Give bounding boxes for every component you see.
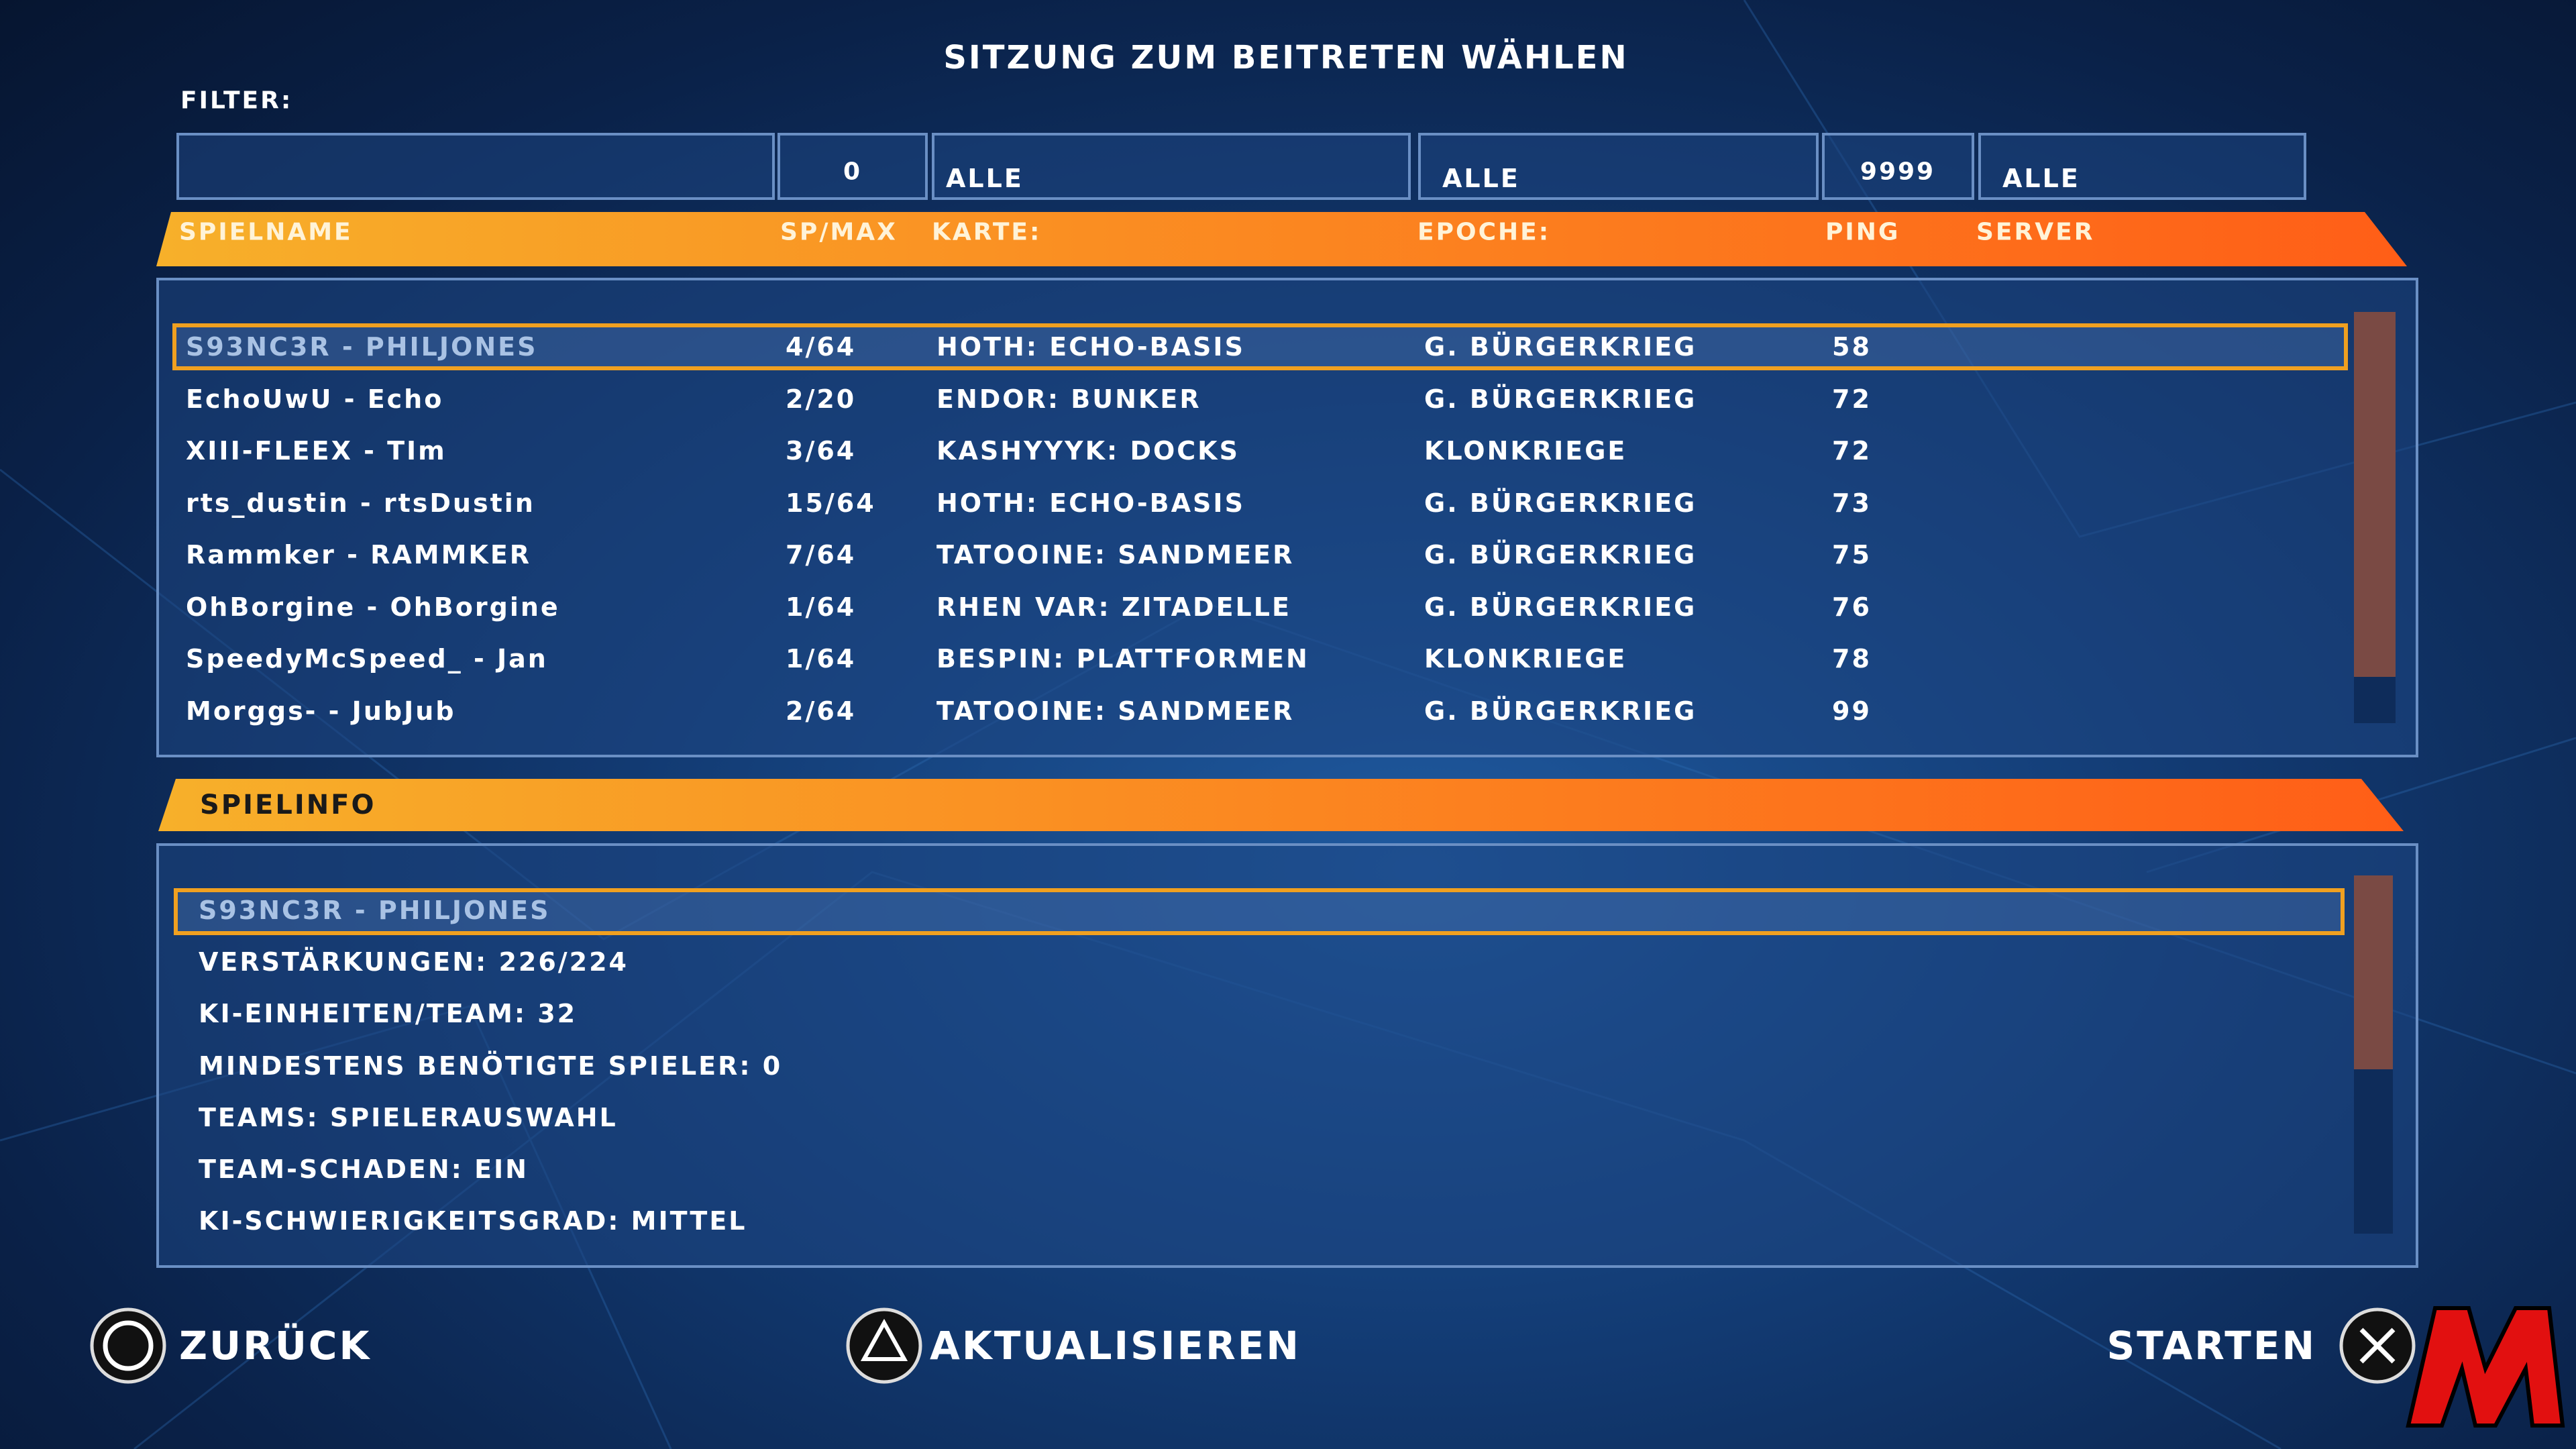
row-cell: 72: [1832, 384, 1872, 414]
row-cell: SpeedyMcSpeed_ - Jan: [186, 644, 548, 674]
info-line: TEAMS: SPIELERAUSWAHL: [199, 1102, 618, 1132]
scrollbar-thumb[interactable]: [2354, 312, 2396, 677]
info-bar: [158, 779, 2404, 831]
row-cell: EchoUwU - Echo: [186, 384, 444, 414]
row-cell: TATOOINE: SANDMEER: [936, 696, 1295, 726]
button-icons: [90, 1307, 2416, 1384]
row-cell: KLONKRIEGE: [1424, 436, 1627, 466]
info-line: KI-EINHEITEN/TEAM: 32: [199, 999, 578, 1029]
row-cell: XIII-FLEEX - TIm: [186, 436, 447, 466]
back-button[interactable]: ZURÜCK: [179, 1323, 372, 1368]
row-cell: 4/64: [786, 332, 857, 362]
row-cell: G. BÜRGERKRIEG: [1424, 592, 1697, 622]
filter-value: ALLE: [1442, 164, 1520, 193]
info-title: SPIELINFO: [200, 790, 376, 820]
filter-box[interactable]: [777, 133, 928, 200]
filter-box[interactable]: [1418, 133, 1819, 200]
row-cell: 73: [1832, 488, 1872, 518]
row-cell: OhBorgine - OhBorgine: [186, 592, 560, 622]
info-line: KI-SCHWIERIGKEITSGRAD: MITTEL: [199, 1206, 747, 1236]
row-cell: HOTH: ECHO-BASIS: [936, 332, 1245, 362]
info-line: MINDESTENS BENÖTIGTE SPIELER: 0: [199, 1051, 783, 1081]
row-cell: HOTH: ECHO-BASIS: [936, 488, 1245, 518]
row-cell: rts_dustin - rtsDustin: [186, 488, 535, 518]
filter-value: 0: [843, 158, 863, 186]
row-cell: 1/64: [786, 592, 857, 622]
row-cell: 75: [1832, 540, 1872, 570]
filter-label: FILTER:: [180, 87, 293, 115]
filter-value: 9999: [1860, 158, 1936, 186]
filter-box[interactable]: [932, 133, 1411, 200]
title: SITZUNG ZUM BEITRETEN WÄHLEN: [943, 39, 1629, 76]
row-cell: 2/20: [786, 384, 857, 414]
row-cell: 58: [1832, 332, 1872, 362]
column-header: SERVER: [1976, 218, 2095, 246]
row-cell: 15/64: [786, 488, 876, 518]
row-cell: TATOOINE: SANDMEER: [936, 540, 1295, 570]
row-cell: ENDOR: BUNKER: [936, 384, 1201, 414]
row-cell: 7/64: [786, 540, 857, 570]
logo: [2406, 1306, 2565, 1428]
selected-info: [174, 888, 2345, 935]
column-header: EPOCHE:: [1417, 218, 1551, 246]
selected-row: [172, 323, 2348, 370]
row-cell: G. BÜRGERKRIEG: [1424, 540, 1697, 570]
row-cell: 72: [1832, 436, 1872, 466]
row-cell: 76: [1832, 592, 1872, 622]
row-cell: G. BÜRGERKRIEG: [1424, 384, 1697, 414]
row-cell: RHEN VAR: ZITADELLE: [936, 592, 1291, 622]
refresh-button[interactable]: AKTUALISIEREN: [930, 1323, 1301, 1368]
row-cell: G. BÜRGERKRIEG: [1424, 696, 1697, 726]
filter-value: ALLE: [946, 164, 1024, 193]
scrollbar-thumb[interactable]: [2354, 875, 2393, 1069]
info-line: TEAM-SCHADEN: EIN: [199, 1155, 529, 1184]
column-header: PING: [1825, 218, 1900, 246]
row-cell: 1/64: [786, 644, 857, 674]
row-cell: S93NC3R - PHILJONES: [186, 332, 538, 362]
row-cell: KASHYYYK: DOCKS: [936, 436, 1240, 466]
row-cell: 99: [1832, 696, 1872, 726]
row-cell: 2/64: [786, 696, 857, 726]
row-cell: KLONKRIEGE: [1424, 644, 1627, 674]
column-header: SP/MAX: [780, 218, 898, 246]
row-cell: Rammker - RAMMKER: [186, 540, 532, 570]
row-cell: 78: [1832, 644, 1872, 674]
start-button[interactable]: STARTEN: [2106, 1323, 2316, 1368]
info-panel: [156, 843, 2418, 1268]
filter-box[interactable]: [1822, 133, 1974, 200]
row-cell: 3/64: [786, 436, 857, 466]
row-cell: BESPIN: PLATTFORMEN: [936, 644, 1309, 674]
row-cell: G. BÜRGERKRIEG: [1424, 488, 1697, 518]
row-cell: G. BÜRGERKRIEG: [1424, 332, 1697, 362]
row-cell: Morggs- - JubJub: [186, 696, 456, 726]
filter-box[interactable]: [1978, 133, 2306, 200]
info-line: S93NC3R - PHILJONES: [199, 896, 551, 925]
list-panel: [156, 278, 2418, 757]
header-bar: [156, 212, 2407, 266]
info-line: VERSTÄRKUNGEN: 226/224: [199, 947, 629, 977]
filter-box[interactable]: [176, 133, 775, 200]
column-header: SPIELNAME: [179, 218, 353, 246]
filter-value: ALLE: [2002, 164, 2080, 193]
column-header: KARTE:: [932, 218, 1042, 246]
